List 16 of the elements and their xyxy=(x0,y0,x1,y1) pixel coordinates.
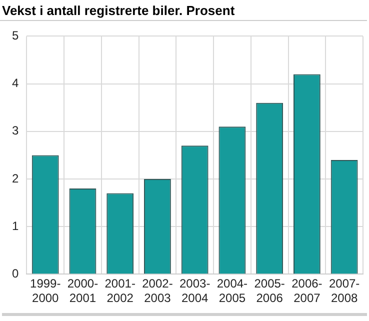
x-tick-label: 2001-2002 xyxy=(104,276,136,306)
x-tick-label: 2006-2007 xyxy=(292,276,322,306)
x-tick-label: 2002-2003 xyxy=(142,276,173,306)
y-tick-label: 3 xyxy=(12,124,19,138)
y-tick-label: 4 xyxy=(12,76,19,90)
x-tick-label: 2007-2008 xyxy=(328,276,360,306)
x-tick-label: 2004-2005 xyxy=(216,276,248,306)
y-tick-label: 0 xyxy=(12,266,19,281)
x-tick-label: 2000-2001 xyxy=(67,276,98,306)
x-tick-label: 2005-2006 xyxy=(254,276,285,306)
y-tick-label: 1 xyxy=(12,218,19,233)
y-tick-label: 2 xyxy=(12,171,19,186)
chart-title: Vekst i antall registrerte biler. Prosent xyxy=(0,0,367,21)
x-tick-label: 2003-2004 xyxy=(179,276,210,306)
y-tick-label: 5 xyxy=(12,28,19,43)
x-tick-label: 1999-2000 xyxy=(30,276,61,306)
